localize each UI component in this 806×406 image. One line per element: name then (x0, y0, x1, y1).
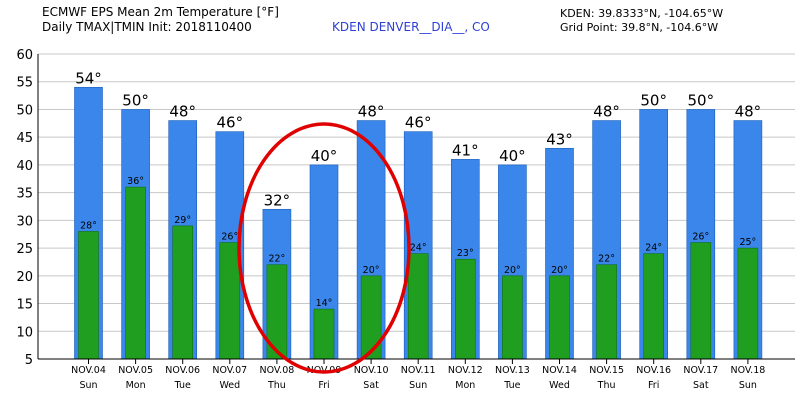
tmax-label: 48° (735, 103, 762, 121)
y-tick-label: 15 (16, 298, 33, 313)
tmax-label: 50° (122, 91, 149, 109)
tmin-bar (549, 275, 570, 360)
tmax-label: 50° (640, 91, 667, 109)
tmin-label: 24° (645, 243, 662, 254)
y-tick-label: 40 (16, 159, 33, 174)
x-day-label: Sun (409, 380, 427, 391)
tmin-label: 29° (174, 215, 191, 226)
tmax-label: 46° (405, 114, 432, 132)
tmin-label: 22° (598, 254, 615, 265)
tmin-bar (690, 242, 712, 360)
tmin-bar (219, 242, 241, 360)
tmin-bar (125, 186, 146, 360)
tmin-label: 22° (268, 254, 285, 265)
tmin-bar (454, 258, 476, 360)
tmin-bar (313, 308, 335, 360)
x-tick-label: NOV.04 (71, 365, 106, 376)
tmax-label: 41° (452, 141, 479, 159)
station-coordinates: KDEN: 39.8333°N, -104.65°W (560, 7, 724, 20)
x-tick-label: NOV.16 (636, 365, 671, 376)
tmin-label: 26° (692, 232, 709, 243)
tmin-label: 24° (410, 243, 427, 254)
tmax-label: 54° (75, 69, 102, 87)
tmax-label: 43° (546, 130, 573, 148)
x-day-label: Sat (363, 380, 379, 391)
tmin-label: 25° (739, 237, 756, 248)
tmin-bar (502, 275, 523, 360)
tmax-label: 48° (169, 103, 196, 121)
tmin-bar (172, 225, 193, 360)
x-tick-label: NOV.14 (542, 365, 577, 376)
x-tick-label: NOV.18 (730, 365, 765, 376)
x-tick-label: NOV.05 (118, 365, 153, 376)
x-tick-label: NOV.07 (212, 365, 247, 376)
y-tick-label: 60 (16, 48, 33, 63)
tmax-label: 48° (593, 103, 620, 121)
x-tick-label: NOV.13 (495, 365, 530, 376)
x-tick-label: NOV.12 (448, 365, 483, 376)
x-day-label: Tue (503, 380, 520, 391)
x-tick-label: NOV.06 (165, 365, 200, 376)
tmax-label: 40° (311, 147, 338, 165)
y-tick-label: 20 (16, 270, 33, 285)
y-tick-label: 50 (16, 103, 33, 118)
tmin-label: 14° (316, 298, 333, 309)
x-tick-label: NOV.15 (589, 365, 624, 376)
x-day-label: Thu (267, 380, 286, 391)
y-tick-label: 10 (16, 325, 33, 340)
x-day-label: Wed (219, 380, 240, 391)
x-day-label: Fri (318, 380, 329, 391)
y-tick-label: 30 (16, 214, 33, 229)
x-day-label: Sun (739, 380, 757, 391)
tmin-label: 20° (363, 265, 380, 276)
x-day-label: Wed (549, 380, 570, 391)
y-tick-label: 45 (16, 131, 33, 146)
grid-point-coordinates: Grid Point: 39.8°N, -104.6°W (560, 21, 719, 34)
x-day-label: Mon (455, 380, 475, 391)
tmin-bar (78, 231, 99, 360)
tmax-label: 32° (264, 191, 291, 209)
x-tick-label: NOV.10 (354, 365, 389, 376)
station-name: KDEN DENVER__DIA__, CO (332, 20, 490, 34)
tmax-label: 50° (688, 91, 715, 109)
tmax-label: 46° (217, 114, 244, 132)
tmin-bar (737, 247, 759, 360)
tmin-label: 28° (80, 220, 97, 231)
y-tick-label: 25 (16, 242, 33, 257)
x-tick-label: NOV.11 (401, 365, 436, 376)
tmin-bar (360, 275, 382, 360)
x-tick-label: NOV.17 (683, 365, 718, 376)
x-day-label: Sat (693, 380, 709, 391)
tmin-label: 20° (551, 265, 568, 276)
tmin-label: 20° (504, 265, 521, 276)
x-tick-label: NOV.08 (259, 365, 294, 376)
tmin-bar (407, 253, 429, 360)
tmin-label: 36° (127, 176, 144, 187)
tmin-bar (596, 264, 617, 360)
y-tick-label: 35 (16, 187, 33, 202)
tmax-label: 48° (358, 103, 385, 121)
x-day-label: Fri (648, 380, 659, 391)
y-tick-label: 5 (25, 353, 33, 368)
x-day-label: Tue (174, 380, 191, 391)
tmax-label: 40° (499, 147, 526, 165)
y-tick-label: 55 (16, 76, 33, 91)
highlight-ellipse (237, 122, 411, 374)
x-day-label: Sun (79, 380, 97, 391)
x-day-label: Mon (126, 380, 146, 391)
tmin-bar (643, 253, 665, 360)
tmin-label: 23° (457, 248, 474, 259)
chart-subtitle: Daily TMAX|TMIN Init: 2018110400 (42, 20, 252, 34)
x-day-label: Thu (597, 380, 616, 391)
chart-title: ECMWF EPS Mean 2m Temperature [°F] (42, 5, 279, 19)
tmin-label: 26° (221, 232, 238, 243)
